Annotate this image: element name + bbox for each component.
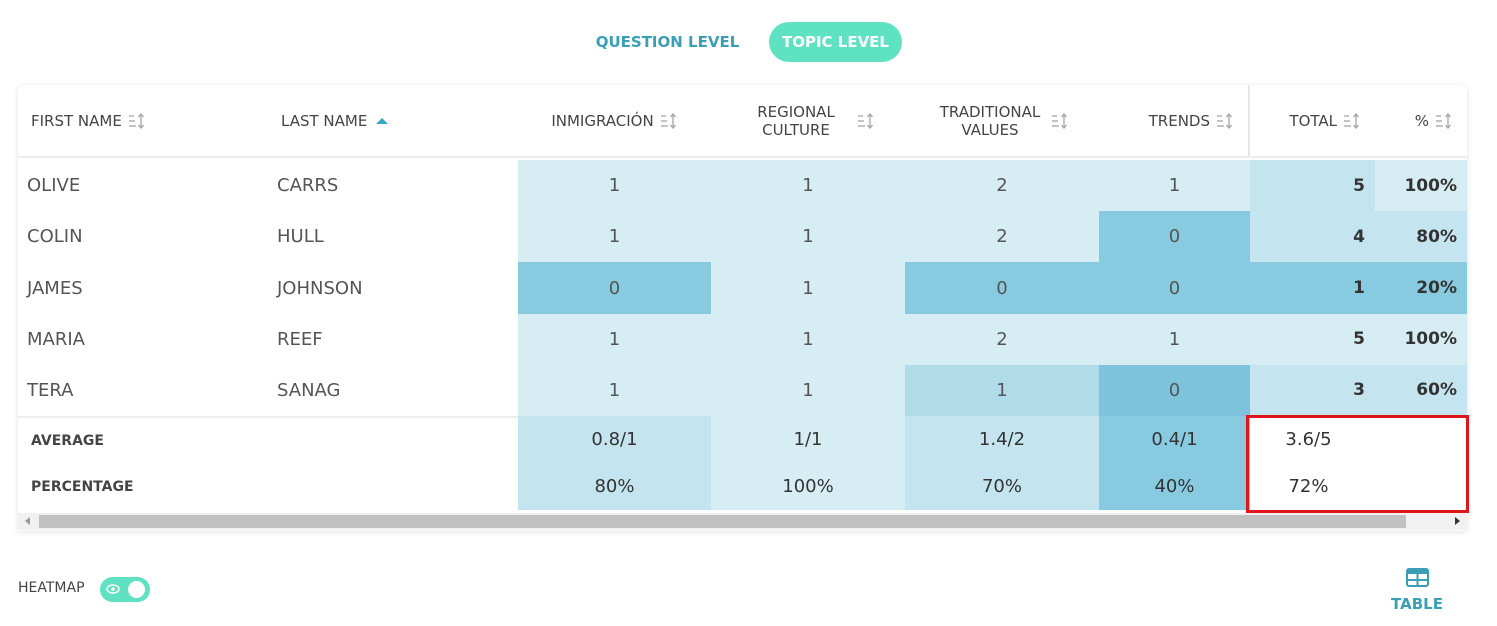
header-text: TRADITIONAL VALUES: [939, 102, 1041, 139]
header-text: TRENDS: [1148, 111, 1210, 130]
score-cell: 1: [1099, 313, 1250, 365]
column-header[interactable]: FIRST NAME: [18, 85, 268, 158]
header-text: LAST NAME: [281, 111, 368, 130]
score-cell: 1: [711, 211, 905, 263]
name-cell: JOHNSON: [268, 262, 518, 314]
sort-asc-icon[interactable]: [373, 113, 391, 129]
toggle-knob: [128, 581, 145, 598]
tab-topic-level[interactable]: TOPIC LEVEL: [769, 22, 902, 62]
table-view-label: TABLE: [1391, 595, 1443, 613]
score-cell: 0: [518, 262, 711, 314]
footer-cell: 0.4/1: [1099, 416, 1250, 463]
name-cell: MARIA: [18, 313, 268, 365]
table-icon: [1406, 568, 1429, 587]
column-header[interactable]: INMIGRACIÓN: [518, 85, 711, 158]
column-header[interactable]: %: [1375, 85, 1467, 158]
heatmap-toggle[interactable]: [100, 577, 150, 602]
score-cell: 1: [518, 364, 711, 417]
sort-icon[interactable]: [1216, 112, 1234, 129]
score-cell: 60%: [1375, 364, 1467, 417]
score-cell: 2: [905, 160, 1099, 212]
footer-cell: 40%: [1099, 463, 1250, 510]
footer-cell: 1/1: [711, 416, 905, 463]
column-header[interactable]: TOTAL: [1250, 85, 1375, 158]
footer-cell: 70%: [905, 463, 1099, 510]
score-cell: 2: [905, 313, 1099, 365]
score-cell: 2: [905, 211, 1099, 263]
score-cell: 1: [711, 313, 905, 365]
score-cell: 100%: [1375, 160, 1467, 212]
score-cell: 20%: [1375, 262, 1467, 314]
column-header[interactable]: TRENDS: [1099, 85, 1250, 158]
score-cell: 1: [711, 262, 905, 314]
sort-icon[interactable]: [1343, 112, 1361, 129]
header-text: FIRST NAME: [31, 111, 122, 130]
name-cell: CARRS: [268, 160, 518, 212]
highlight-box: [1246, 415, 1469, 513]
name-cell: REEF: [268, 313, 518, 365]
footer-cell: 100%: [711, 463, 905, 510]
scrollbar-thumb[interactable]: [39, 515, 1406, 528]
score-cell: 1: [518, 313, 711, 365]
scroll-left[interactable]: [25, 517, 30, 525]
name-cell: JAMES: [18, 262, 268, 314]
footer-label: AVERAGE: [18, 416, 518, 463]
sort-icon[interactable]: [857, 112, 875, 129]
header-text: TOTAL: [1289, 111, 1337, 130]
score-cell: 3: [1250, 364, 1375, 417]
score-cell: 0: [1099, 211, 1250, 263]
column-header[interactable]: TRADITIONAL VALUES: [905, 85, 1099, 158]
score-cell: 5: [1250, 313, 1375, 365]
score-cell: 0: [1099, 262, 1250, 314]
score-cell: 4: [1250, 211, 1375, 263]
scroll-right[interactable]: [1455, 517, 1460, 525]
name-cell: COLIN: [18, 211, 268, 263]
name-cell: SANAG: [268, 364, 518, 417]
name-cell: OLIVE: [18, 160, 268, 212]
header-text: %: [1414, 111, 1429, 130]
column-header[interactable]: LAST NAME: [268, 85, 518, 158]
heatmap-label: HEATMAP: [18, 580, 85, 596]
header-text: REGIONAL CULTURE: [757, 102, 835, 139]
score-cell: 0: [905, 262, 1099, 314]
header-text: INMIGRACIÓN: [551, 111, 654, 130]
sort-icon[interactable]: [1435, 112, 1453, 129]
footer-label: PERCENTAGE: [31, 478, 134, 495]
score-cell: 0: [1099, 364, 1250, 417]
column-header[interactable]: REGIONAL CULTURE: [711, 85, 905, 158]
table-view-button[interactable]: TABLE: [1385, 566, 1449, 616]
eye-icon: [106, 584, 120, 594]
score-table: FIRST NAME LAST NAME INMIGRACIÓN REGIONAL C…: [18, 85, 1467, 531]
score-cell: 80%: [1375, 211, 1467, 263]
name-cell: HULL: [268, 211, 518, 263]
sort-icon[interactable]: [128, 112, 146, 129]
score-cell: 1: [1099, 160, 1250, 212]
footer-cell: 1.4/2: [905, 416, 1099, 463]
footer-cell: 0.8/1: [518, 416, 711, 463]
score-cell: 1: [518, 160, 711, 212]
score-cell: 1: [905, 364, 1099, 417]
score-cell: 1: [518, 211, 711, 263]
footer-cell: 3.6/5: [1250, 416, 1467, 463]
score-cell: 100%: [1375, 313, 1467, 365]
sort-icon[interactable]: [660, 112, 678, 129]
sort-icon[interactable]: [1051, 112, 1069, 129]
score-cell: 5: [1250, 160, 1375, 212]
score-cell: 1: [711, 160, 905, 212]
name-cell: TERA: [18, 364, 268, 417]
footer-cell: 72%: [1250, 463, 1467, 510]
tab-question-level[interactable]: QUESTION LEVEL: [595, 33, 740, 51]
score-cell: 1: [1250, 262, 1375, 314]
scrollbar[interactable]: [18, 513, 1467, 530]
score-cell: 1: [711, 364, 905, 417]
footer-cell: 80%: [518, 463, 711, 510]
